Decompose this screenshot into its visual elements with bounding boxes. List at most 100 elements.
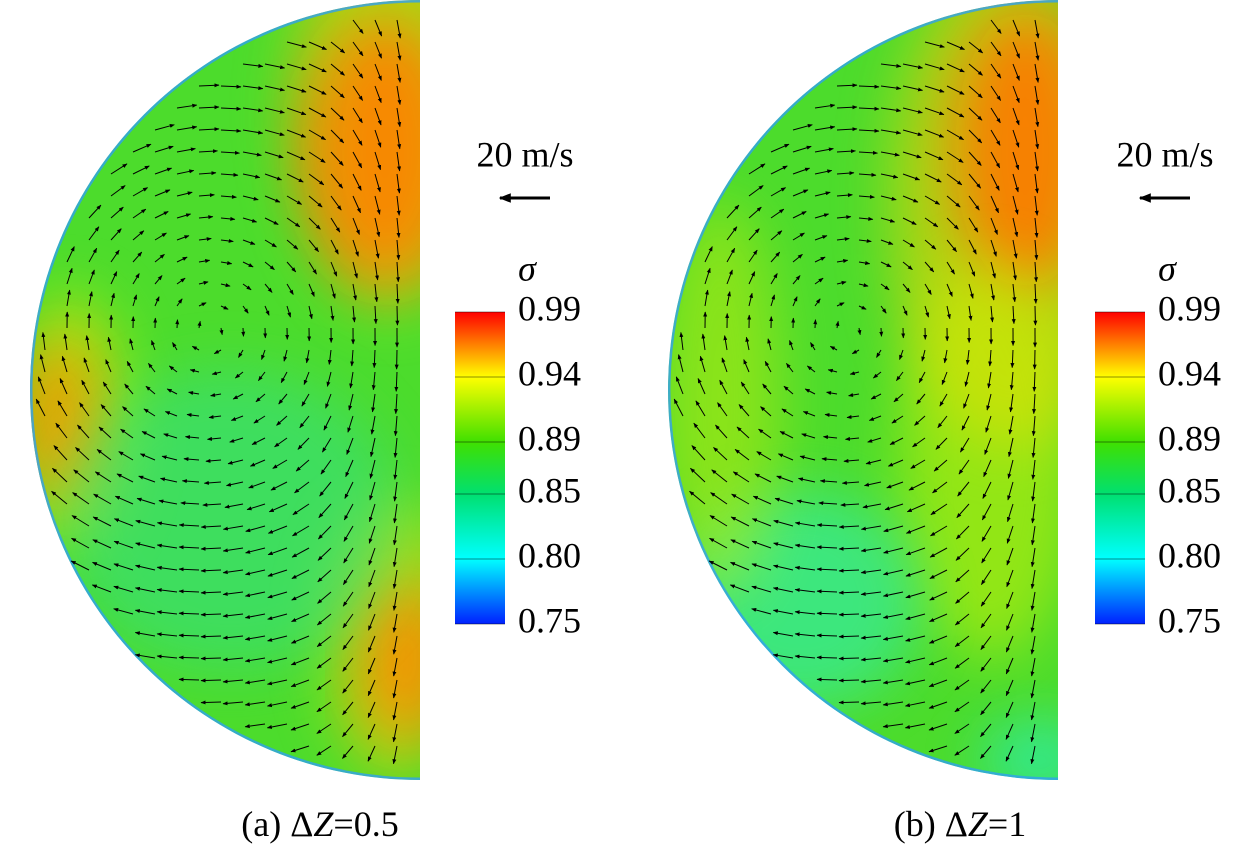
velocity-vector bbox=[352, 63, 364, 79]
velocity-vector bbox=[91, 584, 112, 593]
velocity-vector bbox=[880, 283, 890, 291]
velocity-vector bbox=[242, 107, 264, 113]
velocity-vector bbox=[946, 63, 965, 73]
velocity-vector bbox=[836, 149, 856, 154]
velocity-vector bbox=[748, 271, 756, 285]
velocity-vector bbox=[116, 473, 134, 483]
velocity-vector bbox=[393, 459, 398, 480]
velocity-vector bbox=[1012, 19, 1021, 37]
velocity-vector bbox=[301, 393, 310, 407]
velocity-vector bbox=[208, 414, 222, 419]
velocity-vector bbox=[882, 657, 904, 663]
velocity-vector bbox=[143, 408, 156, 417]
velocity-vector bbox=[792, 167, 811, 175]
velocity-vector bbox=[316, 723, 332, 734]
velocity-vector bbox=[286, 129, 307, 138]
velocity-vector bbox=[393, 437, 398, 458]
velocity-vector bbox=[794, 632, 816, 637]
velocity-vector bbox=[317, 547, 332, 561]
velocity-vector bbox=[748, 292, 753, 307]
velocity-vector bbox=[110, 228, 122, 241]
velocity-vector bbox=[396, 41, 402, 61]
velocity-vector bbox=[267, 569, 288, 577]
velocity-vector bbox=[902, 151, 922, 159]
velocity-vector bbox=[264, 239, 277, 248]
velocity-vector bbox=[946, 217, 959, 230]
velocity-vector bbox=[96, 449, 112, 461]
velocity-vector bbox=[393, 503, 398, 524]
velocity-vector bbox=[245, 525, 266, 533]
velocity-vector bbox=[910, 459, 926, 469]
velocity-vector bbox=[154, 232, 167, 241]
velocity-vector bbox=[928, 745, 948, 753]
velocity-vector bbox=[928, 701, 948, 709]
velocity-vector bbox=[316, 679, 332, 691]
velocity-vector bbox=[794, 543, 816, 549]
velocity-vector bbox=[699, 355, 706, 373]
velocity-vector bbox=[924, 305, 930, 318]
velocity-vector bbox=[868, 415, 882, 421]
velocity-vector bbox=[955, 591, 970, 604]
velocity-vector bbox=[762, 383, 772, 395]
velocity-vector bbox=[1034, 19, 1040, 39]
velocity-vector bbox=[930, 503, 948, 516]
velocity-vector bbox=[92, 539, 112, 549]
velocity-vector bbox=[79, 402, 90, 417]
velocity-vector bbox=[772, 609, 794, 615]
velocity-vector bbox=[396, 261, 401, 283]
velocity-vector bbox=[792, 296, 798, 307]
velocity-vector bbox=[323, 415, 332, 431]
velocity-vector bbox=[819, 479, 838, 484]
velocity-vector bbox=[88, 269, 95, 285]
velocity-vector bbox=[902, 63, 924, 70]
contour-field bbox=[668, 0, 1058, 780]
velocity-vector bbox=[345, 459, 354, 478]
velocity-vector bbox=[156, 588, 178, 593]
velocity-vector bbox=[396, 19, 402, 39]
velocity-vector bbox=[330, 151, 344, 166]
velocity-vector bbox=[72, 492, 90, 505]
velocity-vector bbox=[912, 437, 926, 448]
velocity-vector bbox=[1030, 613, 1036, 633]
velocity-vector bbox=[132, 143, 152, 153]
velocity-vector bbox=[392, 745, 398, 765]
velocity-vector bbox=[156, 610, 178, 615]
velocity-vector bbox=[110, 271, 118, 285]
velocity-vector bbox=[1006, 525, 1014, 544]
velocity-vector bbox=[244, 657, 266, 663]
panel: 20 m/s σ 0.75 0.80 0.85 0.89 0.94 0.99 (b) ΔZ=1 bbox=[668, 0, 1221, 844]
velocity-vector bbox=[1012, 107, 1020, 126]
velocity-vector bbox=[242, 85, 264, 91]
velocity-vector bbox=[154, 123, 175, 131]
velocity-vector bbox=[308, 173, 325, 186]
velocity-vector bbox=[368, 591, 376, 609]
velocity-vector bbox=[330, 63, 345, 76]
velocity-vector bbox=[772, 653, 794, 659]
velocity-vector bbox=[220, 305, 229, 310]
velocity-vector bbox=[352, 41, 364, 57]
velocity-vector bbox=[242, 173, 261, 179]
velocity-vector bbox=[342, 657, 354, 672]
velocity-vector bbox=[730, 561, 750, 571]
velocity-vector bbox=[291, 569, 310, 580]
velocity-vector bbox=[1012, 41, 1020, 59]
velocity-vector bbox=[220, 283, 231, 288]
velocity-vector bbox=[904, 723, 926, 729]
velocity-vector bbox=[701, 333, 706, 351]
velocity-vector bbox=[955, 547, 970, 561]
velocity-vector bbox=[887, 459, 904, 467]
velocity-vector bbox=[213, 349, 222, 355]
velocity-vector bbox=[330, 261, 338, 277]
velocity-vector bbox=[751, 563, 772, 571]
velocity-vector bbox=[814, 213, 830, 219]
velocity-vector bbox=[1006, 613, 1014, 631]
colorbar-tick-label: 0.94 bbox=[1158, 353, 1221, 393]
velocity-vector bbox=[844, 436, 860, 441]
velocity-vector bbox=[1031, 437, 1036, 458]
velocity-vector bbox=[352, 85, 364, 101]
velocity-vector bbox=[754, 473, 772, 483]
velocity-vector bbox=[118, 451, 134, 461]
velocity-vector bbox=[178, 567, 200, 572]
velocity-vector bbox=[220, 261, 233, 265]
velocity-vector bbox=[675, 376, 684, 395]
